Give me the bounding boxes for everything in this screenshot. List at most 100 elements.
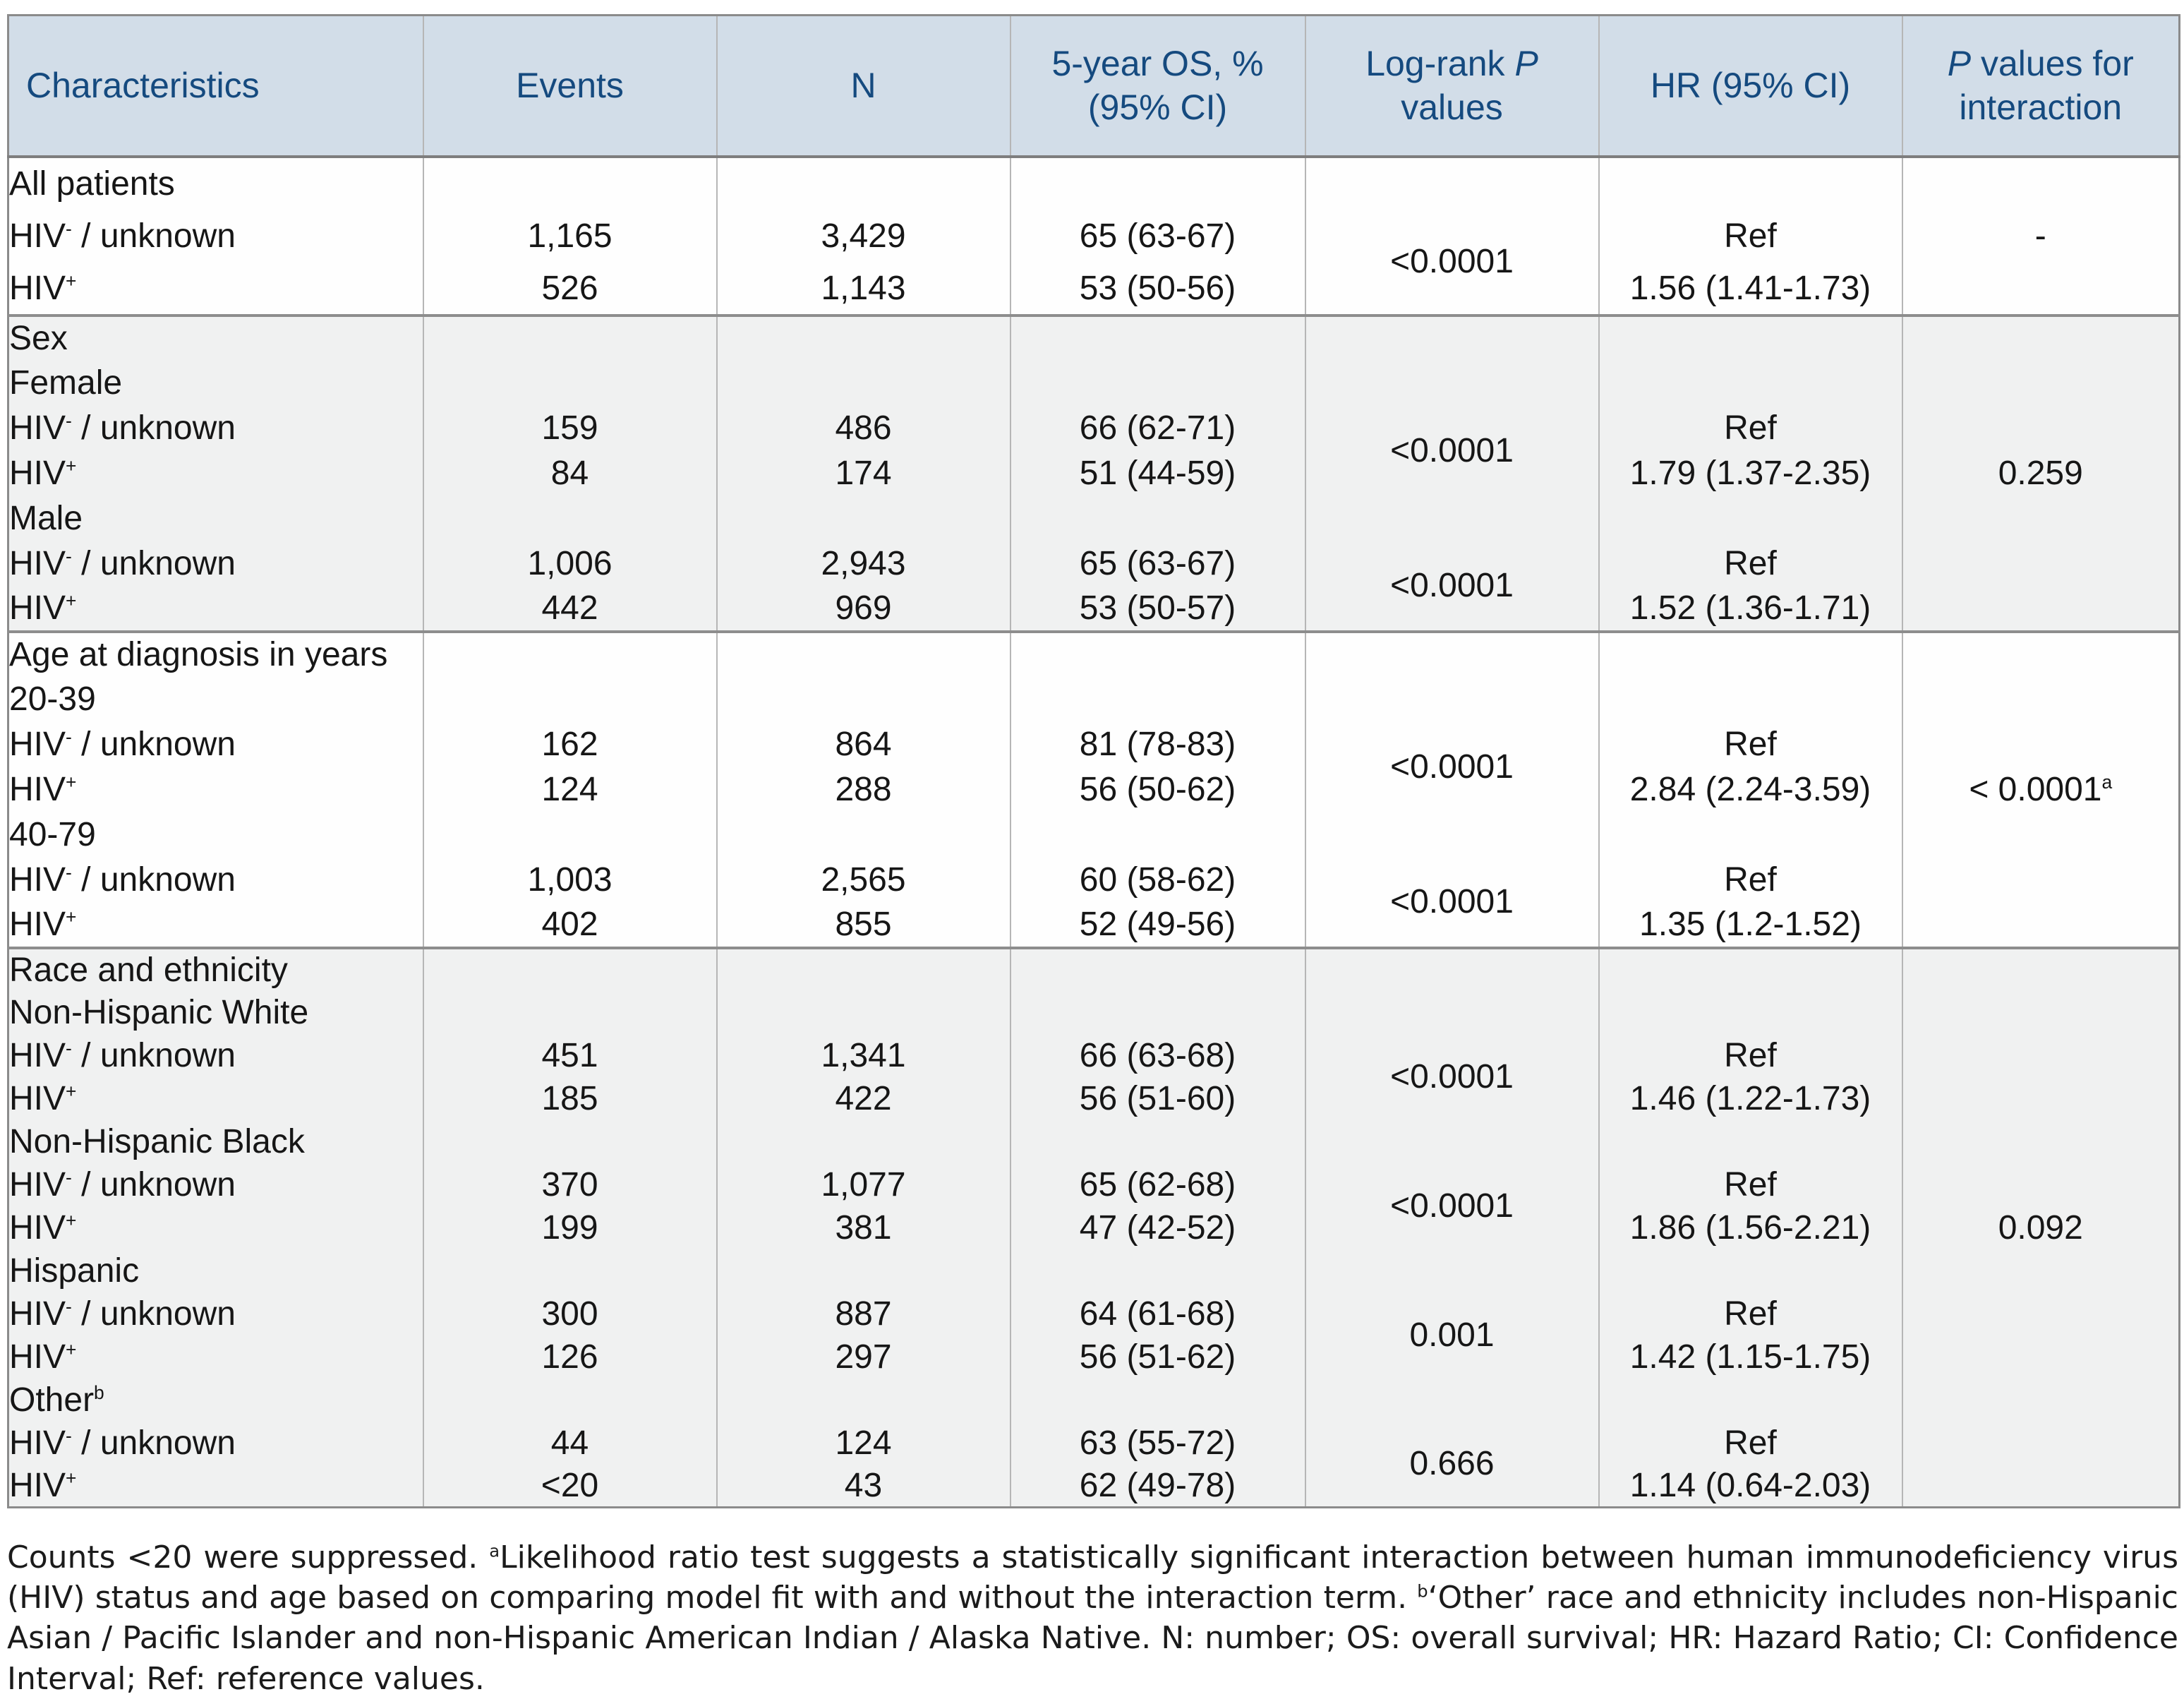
cell-n: 486 — [716, 405, 1010, 451]
cell-hiv-positive-label: HIV+ — [8, 767, 423, 812]
row-subgroup-label: Hispanic — [8, 1249, 2180, 1292]
hiv-minus-sup: - — [66, 1037, 72, 1059]
cell-hr: 1.42 (1.15-1.75) — [1598, 1335, 1902, 1379]
row-hiv-positive: HIV+ 199 381 47 (42-52) 1.86 (1.56-2.21) — [8, 1206, 2180, 1249]
hiv-unknown-text: / unknown — [71, 1036, 236, 1074]
row-subgroup-label: Otherb — [8, 1378, 2180, 1422]
row-hiv-positive: HIV+ 442 969 53 (50-57) 1.52 (1.36-1.71) — [8, 586, 2180, 632]
cell-os: 51 (44-59) — [1009, 450, 1305, 496]
footnote-text-3: ‘Other’ race and ethnicity includes non-… — [7, 1580, 2178, 1697]
cell-n: 887 — [716, 1292, 1010, 1335]
cell-n: 969 — [716, 586, 1010, 632]
hiv-plus-sup: + — [66, 455, 77, 476]
row-hiv-negative: HIV- / unknown 1,006 2,943 65 (63-67) <0… — [8, 541, 2180, 632]
empty-cell — [422, 990, 717, 1034]
row-hiv-positive: HIV+ 526 1,143 53 (50-56) 1.56 (1.41-1.7… — [8, 262, 2180, 316]
survival-table: Characteristics Events N 5-year OS, % (95… — [7, 14, 2180, 1508]
row-hiv-positive: HIV+ 402 855 52 (49-56) 1.35 (1.2-1.52) — [8, 902, 2180, 948]
hiv-plus-sup: + — [66, 1080, 77, 1102]
empty-cell — [422, 812, 717, 858]
empty-cell — [1009, 360, 1305, 406]
hiv-unknown-text: / unknown — [71, 726, 236, 763]
empty-cell — [1598, 1378, 1902, 1422]
cell-hr: 1.52 (1.36-1.71) — [1598, 586, 1902, 632]
cell-n: 855 — [716, 902, 1010, 948]
hiv-text: HIV — [9, 1165, 66, 1203]
interaction-header-line2: interaction — [1959, 88, 2123, 128]
empty-cell — [1304, 1249, 1599, 1292]
footnote-marker-b: b — [1417, 1581, 1428, 1602]
empty-cell — [1009, 1378, 1305, 1422]
empty-cell — [1304, 315, 1599, 361]
cell-subgroup-label: Hispanic — [8, 1249, 423, 1292]
cell-events: 124 — [422, 767, 717, 812]
hiv-text: HIV — [9, 1079, 66, 1117]
row-subgroup-label: Non-Hispanic Black — [8, 1119, 2180, 1163]
cell-n: 3,429 — [716, 209, 1010, 263]
row-section-label: Race and ethnicity 0.092 — [8, 947, 2180, 1508]
cell-logrank-p: 0.666 — [1304, 1421, 1599, 1508]
cell-os: 53 (50-56) — [1009, 262, 1305, 316]
cell-n: 1,143 — [716, 262, 1010, 316]
hiv-text: HIV — [9, 217, 66, 255]
cell-hiv-negative-label: HIV- / unknown — [8, 405, 423, 451]
cell-os: 47 (42-52) — [1009, 1206, 1305, 1249]
empty-cell — [716, 1119, 1010, 1163]
empty-cell — [716, 315, 1010, 361]
col-header-events: Events — [422, 15, 717, 158]
hiv-unknown-text: / unknown — [71, 1295, 236, 1333]
cell-events: 1,006 — [422, 541, 717, 587]
cell-os: 66 (63-68) — [1009, 1033, 1305, 1077]
cell-n: 2,943 — [716, 541, 1010, 587]
cell-logrank-p: <0.0001 — [1304, 405, 1599, 496]
empty-cell — [422, 496, 717, 541]
cell-n: 124 — [716, 1421, 1010, 1465]
cell-subgroup-label: Non-Hispanic White — [8, 990, 423, 1034]
empty-cell — [716, 496, 1010, 541]
cell-interaction-p: < 0.0001a — [1901, 631, 2180, 948]
row-hiv-negative: HIV- / unknown 159 486 66 (62-71) <0.000… — [8, 405, 2180, 496]
header-row: Characteristics Events N 5-year OS, % (95… — [8, 15, 2180, 158]
footnote: Counts <20 were suppressed. aLikelihood … — [7, 1537, 2178, 1699]
os-header-line2: (95% CI) — [1087, 88, 1228, 128]
cell-os: 56 (51-62) — [1009, 1335, 1305, 1379]
cell-events: 526 — [422, 262, 717, 316]
cell-n: 381 — [716, 1206, 1010, 1249]
row-section-label: Age at diagnosis in years < 0.0001a — [8, 631, 2180, 948]
footnote-marker-a: a — [489, 1541, 500, 1561]
cell-os: 56 (50-62) — [1009, 767, 1305, 812]
cell-interaction-p: 0.092 — [1901, 947, 2180, 1508]
cell-logrank-p: <0.0001 — [1304, 209, 1599, 316]
empty-cell — [1009, 1249, 1305, 1292]
cell-hiv-negative-label: HIV- / unknown — [8, 721, 423, 767]
cell-logrank-p: <0.0001 — [1304, 1163, 1599, 1249]
cell-section-label: Race and ethnicity — [8, 947, 423, 991]
cell-hr: Ref — [1598, 1292, 1902, 1335]
cell-n: 864 — [716, 721, 1010, 767]
cell-subgroup-label: 40-79 — [8, 812, 423, 858]
col-header-characteristics: Characteristics — [8, 15, 423, 158]
cell-events: 1,165 — [422, 209, 717, 263]
hiv-text: HIV — [9, 269, 66, 307]
empty-cell — [422, 631, 717, 677]
cell-os: 52 (49-56) — [1009, 902, 1305, 948]
col-header-interaction: P values for interaction — [1901, 15, 2180, 158]
empty-cell — [422, 1378, 717, 1422]
cell-hr: Ref — [1598, 1033, 1902, 1077]
empty-cell — [716, 360, 1010, 406]
empty-cell — [1304, 812, 1599, 858]
cell-hiv-positive-label: HIV+ — [8, 1076, 423, 1120]
cell-os: 81 (78-83) — [1009, 721, 1305, 767]
cell-events: 162 — [422, 721, 717, 767]
row-section-label: Sex 0.259 — [8, 315, 2180, 632]
cell-os: 53 (50-57) — [1009, 586, 1305, 632]
cell-os: 66 (62-71) — [1009, 405, 1305, 451]
cell-hr: 1.46 (1.22-1.73) — [1598, 1076, 1902, 1120]
hiv-minus-sup: - — [66, 1166, 72, 1188]
empty-cell — [716, 1378, 1010, 1422]
row-hiv-negative: HIV- / unknown 1,165 3,429 65 (63-67) <0… — [8, 209, 2180, 316]
hiv-plus-sup: + — [66, 906, 77, 927]
empty-cell — [1304, 496, 1599, 541]
empty-cell — [716, 631, 1010, 677]
cell-hiv-negative-label: HIV- / unknown — [8, 1292, 423, 1335]
